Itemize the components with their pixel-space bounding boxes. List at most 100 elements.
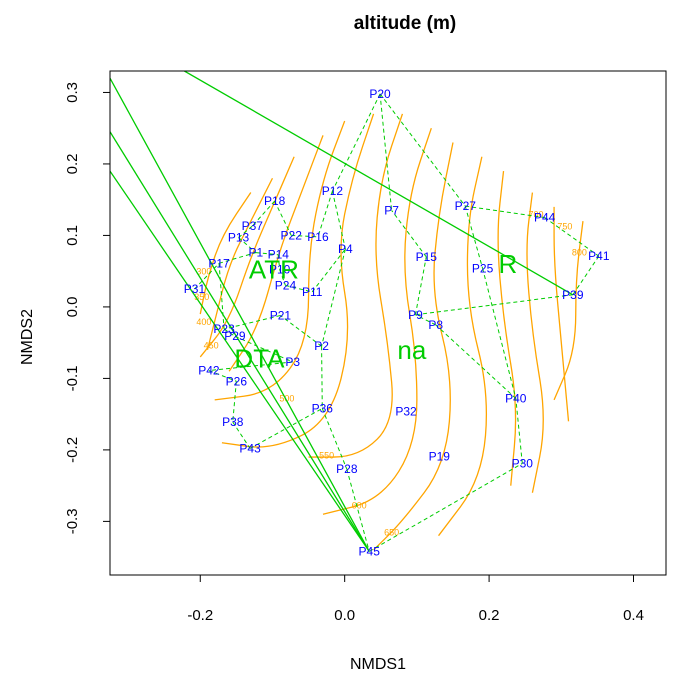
y-tick-label: -0.3 <box>64 508 81 534</box>
contour-level-label: 650 <box>384 528 399 538</box>
site-label-p15: P15 <box>416 250 438 264</box>
y-tick-label: 0.3 <box>64 82 81 103</box>
dashed-connector <box>280 315 322 347</box>
site-label-p37: P37 <box>242 219 264 233</box>
contour-level-label: 550 <box>319 450 334 460</box>
dashed-connector <box>291 234 318 238</box>
site-label-p21: P21 <box>270 308 292 322</box>
contour-level-label: 400 <box>196 317 211 327</box>
vector-line-atr <box>110 170 370 552</box>
dashed-connector <box>218 263 225 330</box>
vector-line-extra <box>110 77 370 552</box>
dashed-connector <box>415 314 436 326</box>
y-tick-label: 0.0 <box>64 296 81 317</box>
dashed-connector <box>238 237 257 253</box>
site-label-p28: P28 <box>336 462 358 476</box>
site-label-p11: P11 <box>302 285 323 299</box>
x-tick-label: -0.2 <box>187 607 213 624</box>
site-label-p36: P36 <box>312 401 334 415</box>
dashed-connector <box>234 335 293 363</box>
contour-line <box>228 135 324 372</box>
vector-label-na: na <box>397 335 426 365</box>
dashed-connector <box>223 315 281 330</box>
vector-line-r <box>184 71 574 296</box>
vector-label-r: R <box>498 249 517 279</box>
dashed-connector <box>464 205 484 269</box>
contour-line <box>438 156 487 537</box>
contour-line <box>221 113 375 448</box>
altitude-contours: 300 350 400 450 500 550 600 650 700 750 800 <box>194 113 587 551</box>
contour-line <box>553 221 584 401</box>
y-axis-title: NMDS2 <box>19 309 36 365</box>
site-label-p42: P42 <box>198 364 220 378</box>
site-label-p32: P32 <box>395 404 417 418</box>
contour-line <box>497 171 517 486</box>
vector-label-atr: ATR <box>249 255 299 285</box>
fitted-vector-labels: ATR DTA Rna <box>234 249 517 373</box>
contour-level-label: 450 <box>204 340 219 350</box>
contour-line <box>199 192 252 315</box>
x-axis: -0.2 0.0 0.2 0.4 <box>187 574 644 624</box>
site-label-p16: P16 <box>307 230 329 244</box>
y-tick-label: 0.1 <box>64 225 81 246</box>
site-label-p25: P25 <box>472 261 494 275</box>
site-label-p41: P41 <box>588 249 610 263</box>
site-label-p30: P30 <box>512 456 534 470</box>
dashed-connector <box>415 294 573 316</box>
contour-level-label: 350 <box>194 292 209 302</box>
contour-level-label: 750 <box>557 222 572 232</box>
y-axis: -0.3 -0.2 -0.1 0.0 0.1 0.2 0.3 <box>64 82 111 534</box>
contour-line <box>214 120 346 401</box>
site-label-p19: P19 <box>429 449 451 463</box>
site-label-p23: P23 <box>213 322 235 336</box>
dashed-connector <box>223 328 236 337</box>
dashed-connector <box>317 190 333 238</box>
dashed-connector <box>255 252 279 256</box>
dashed-connector <box>208 370 237 382</box>
site-label-p31: P31 <box>184 282 206 296</box>
dashed-connector <box>572 255 600 296</box>
site-label-p39: P39 <box>562 288 584 302</box>
site-label-p2: P2 <box>314 339 329 353</box>
dashed-connector <box>208 361 293 372</box>
x-tick-label: 0.2 <box>479 607 500 624</box>
site-label-p7: P7 <box>384 203 399 217</box>
site-label-p26: P26 <box>226 374 248 388</box>
dashed-connector <box>346 469 370 552</box>
site-label-p8: P8 <box>428 318 443 332</box>
contour-line <box>553 206 570 422</box>
contour-line <box>308 113 404 458</box>
site-label-p43: P43 <box>239 441 261 455</box>
vector-line-dta <box>110 131 370 552</box>
contour-level-label: 700 <box>529 210 544 220</box>
dashed-connector <box>379 93 393 211</box>
dashed-connector <box>379 93 466 207</box>
contour-line <box>199 156 295 358</box>
x-tick-label: 0.0 <box>334 607 355 624</box>
contour-level-label: 300 <box>196 267 211 277</box>
dashed-connector <box>414 256 427 315</box>
contour-level-label: 600 <box>352 501 367 511</box>
site-label-p20: P20 <box>369 87 391 101</box>
x-tick-label: 0.4 <box>623 607 644 624</box>
dashed-connector <box>251 200 276 227</box>
site-label-p17: P17 <box>208 256 230 270</box>
site-label-p13: P13 <box>228 231 250 245</box>
dashed-connector <box>311 248 346 293</box>
contour-line <box>322 127 432 515</box>
site-label-p44: P44 <box>534 211 556 225</box>
y-tick-label: 0.2 <box>64 154 81 175</box>
site-label-p18: P18 <box>264 194 286 208</box>
dashed-connector <box>515 398 523 464</box>
site-label-p45: P45 <box>359 544 381 558</box>
site-label-p24: P24 <box>275 278 297 292</box>
contour-level-label: 500 <box>279 393 294 403</box>
dashed-connector <box>391 210 427 258</box>
dashed-connector <box>331 190 346 250</box>
dashed-connector <box>321 248 346 347</box>
site-label-p29: P29 <box>224 329 246 343</box>
vector-label-dta: DTA <box>234 343 285 373</box>
contour-line <box>206 177 274 350</box>
dashed-connector <box>238 225 253 238</box>
